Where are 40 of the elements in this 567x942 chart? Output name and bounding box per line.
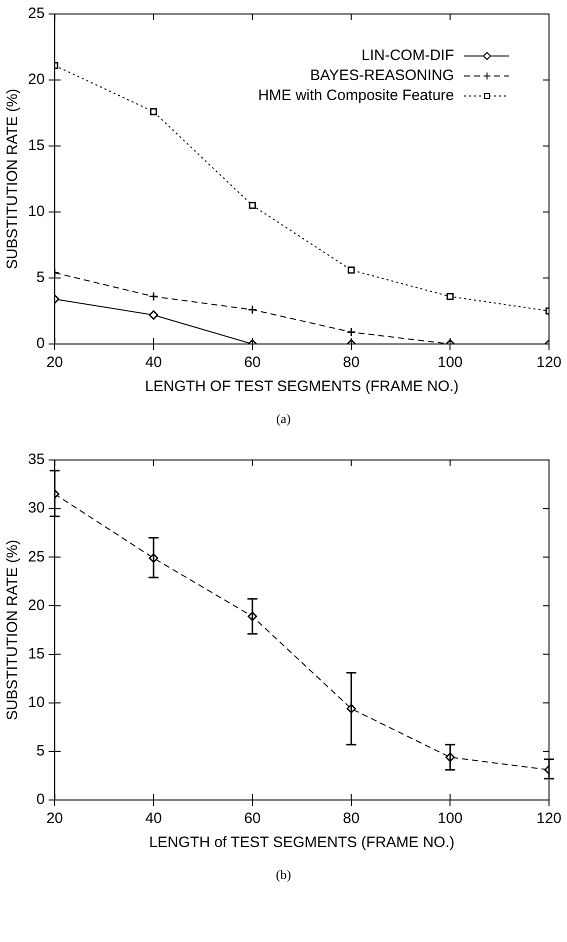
y-tick-label: 35 [28, 451, 45, 468]
y-tick-label: 25 [28, 5, 45, 22]
y-tick-label: 20 [28, 71, 45, 88]
text: (a) [275, 410, 292, 428]
y-tick-label: 5 [36, 269, 45, 286]
x-tick-label: 120 [536, 354, 562, 372]
point [348, 266, 355, 274]
point [248, 202, 256, 209]
legend-label: LIN-COM-DIF [362, 47, 454, 64]
point [148, 292, 158, 302]
x-axis-title: LENGTH of TEST SEGMENTS (FRAME NO.) [149, 834, 455, 852]
x-tick-label: 60 [244, 810, 261, 828]
legend-label: HME with Composite Feature [258, 87, 454, 104]
y-tick-label: 5 [36, 742, 45, 760]
x-tick-label: 40 [145, 810, 162, 828]
x-tick-label: 100 [438, 810, 463, 828]
legend-label: BAYES-REASONING [310, 67, 454, 84]
x-tick-label: 80 [342, 354, 360, 372]
y-tick-label: 25 [28, 548, 45, 566]
text: (b) [274, 866, 292, 884]
point [446, 292, 454, 300]
y-tick-label: 15 [28, 645, 45, 662]
y-axis-title: SUBSTITUTION RATE (%) [4, 540, 22, 720]
y-tick-label: 10 [28, 694, 45, 711]
point [248, 304, 258, 314]
y-tick-label: 10 [28, 203, 45, 220]
point [150, 108, 158, 116]
y-tick-label: 20 [28, 596, 45, 614]
y-axis-title: SUBSTITUTION RATE (%) [4, 88, 22, 270]
x-tick-label: 100 [438, 354, 463, 372]
x-axis-title: LENGTH OF TEST SEGMENTS (FRAME NO.) [145, 378, 459, 396]
x-tick-label: 120 [536, 810, 562, 828]
y-tick-label: 15 [28, 137, 45, 154]
point [346, 327, 356, 337]
x-tick-label: 40 [145, 354, 162, 372]
x-tick-label: 60 [244, 354, 261, 372]
y-tick-label: 0 [36, 791, 45, 808]
y-tick-label: 0 [36, 335, 45, 352]
y-tick-label: 30 [28, 500, 45, 517]
x-tick-label: 80 [342, 810, 360, 828]
